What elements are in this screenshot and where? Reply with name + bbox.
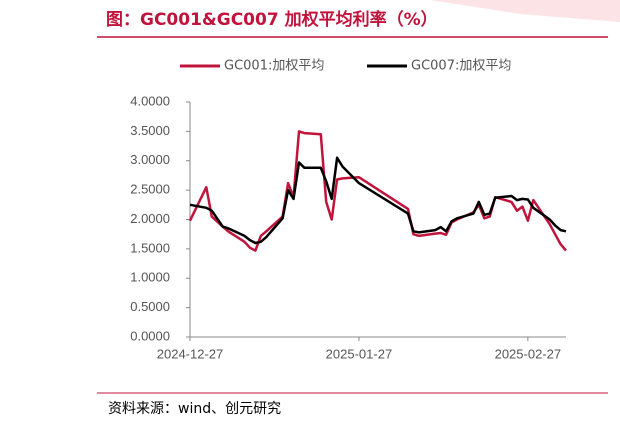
y-tick-label: 3.0000 [130, 152, 170, 167]
y-tick-label: 2.0000 [130, 211, 170, 226]
y-tick-label: 1.0000 [130, 270, 170, 285]
x-tick-label: 2024-12-27 [157, 346, 224, 361]
y-tick-label: 2.5000 [130, 182, 170, 197]
y-tick-label: 0.5000 [130, 299, 170, 314]
y-tick-label: 4.0000 [130, 93, 170, 108]
y-tick-label: 0.0000 [130, 328, 170, 343]
x-tick-label: 2025-01-27 [326, 346, 393, 361]
source: 资料来源：wind、创元研究 [108, 401, 281, 417]
y-tick-label: 3.5000 [130, 123, 170, 138]
chart-title: 图：GC001&GC007 加权平均利率（%） [106, 9, 438, 30]
legend-label: GC001:加权平均 [224, 58, 324, 74]
decoration [430, 0, 620, 22]
series-line [188, 130, 567, 252]
x-tick-label: 2025-02-27 [495, 346, 562, 361]
y-tick-label: 1.5000 [130, 240, 170, 255]
series-line [189, 156, 567, 245]
legend-label: GC007:加权平均 [411, 58, 511, 74]
